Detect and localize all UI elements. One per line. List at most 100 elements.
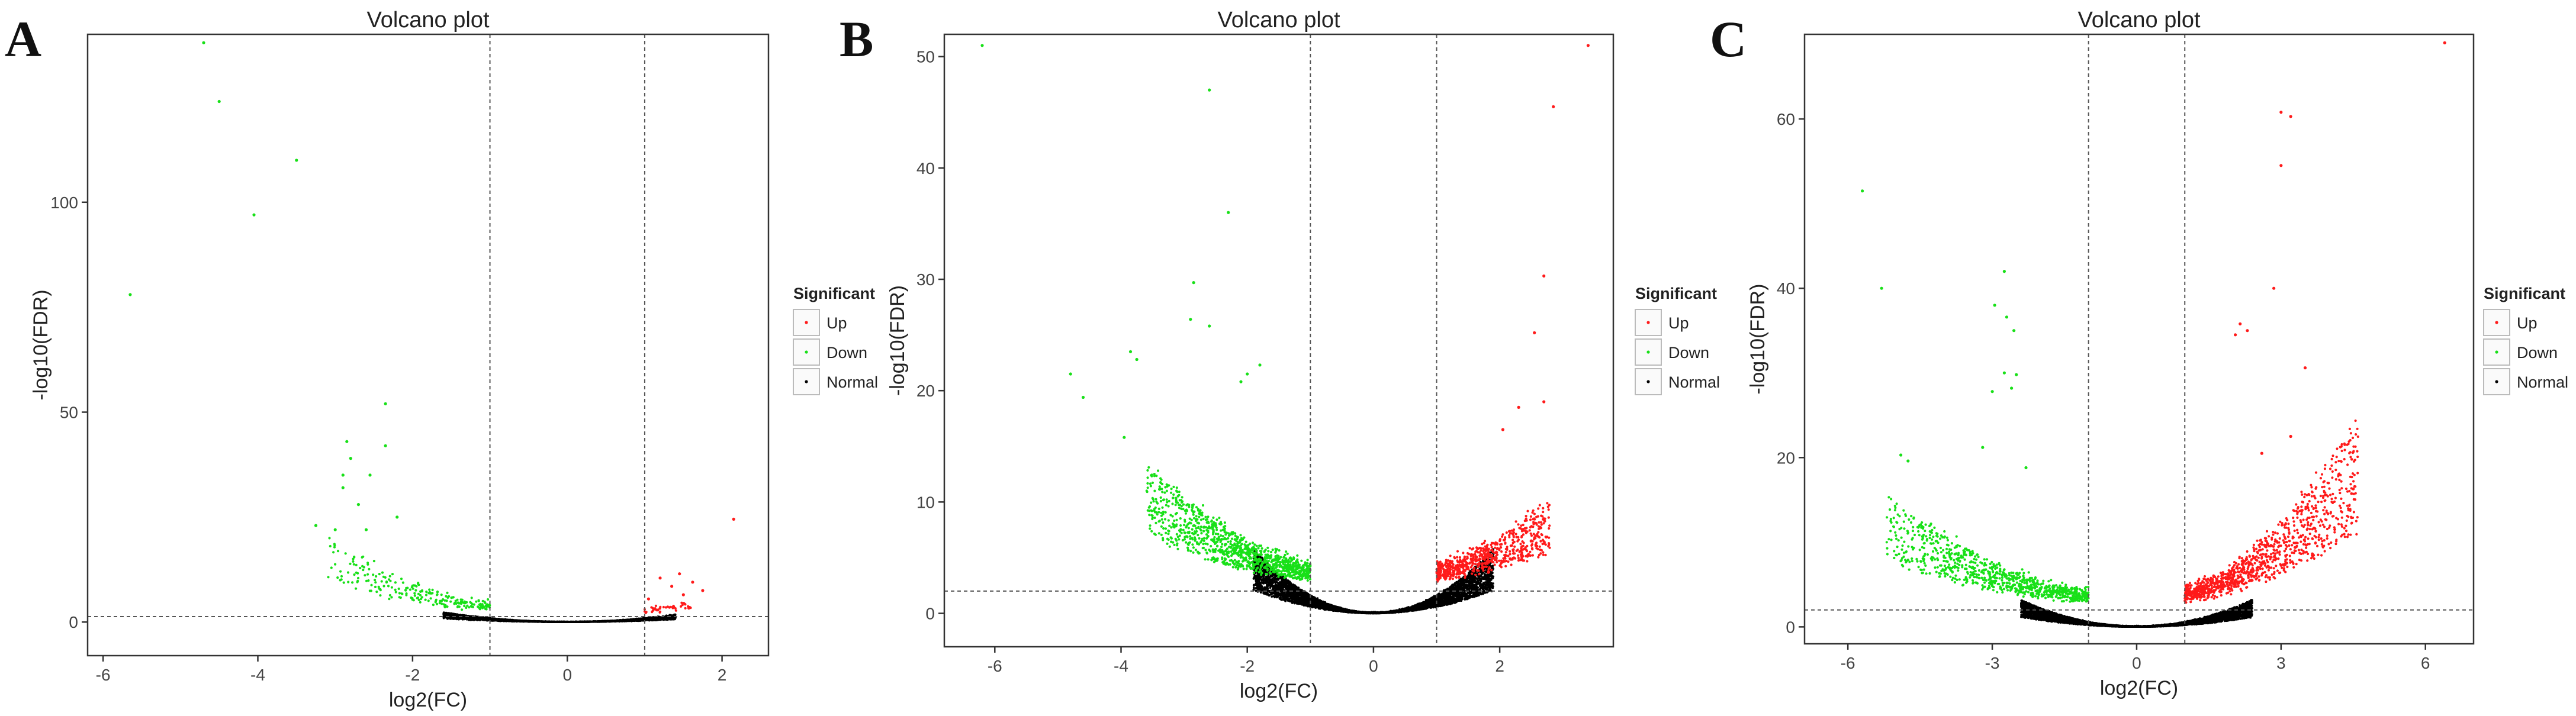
point-down <box>365 579 368 582</box>
point-normal <box>674 613 677 616</box>
point-down <box>217 99 221 104</box>
point-normal <box>457 618 460 621</box>
point-up <box>654 604 657 607</box>
point-up <box>668 606 671 609</box>
point-down <box>487 605 491 608</box>
point-down <box>352 557 355 560</box>
point-down <box>470 605 473 608</box>
points-layer <box>980 44 1590 615</box>
point-up <box>643 610 647 613</box>
point-normal <box>527 620 530 623</box>
x-axis-label: log2(FC) <box>389 689 467 711</box>
point-down <box>465 606 468 609</box>
point-up <box>652 608 655 611</box>
point-down <box>384 576 387 579</box>
point-down <box>405 586 408 589</box>
point-normal <box>461 617 464 619</box>
point-up <box>670 585 674 588</box>
point-down <box>385 580 388 583</box>
point-up <box>651 611 654 614</box>
point-down <box>480 605 483 608</box>
point-normal <box>616 619 618 622</box>
point-down <box>366 562 369 565</box>
point-down <box>314 524 318 527</box>
point-down <box>364 528 368 531</box>
point-down <box>461 598 464 601</box>
point-down <box>372 560 376 563</box>
point-down <box>445 599 448 602</box>
point-down <box>333 528 337 531</box>
point-down <box>351 581 354 584</box>
point-down <box>336 550 340 553</box>
point-down <box>428 591 432 594</box>
point-normal <box>636 618 639 620</box>
point-down <box>394 588 397 591</box>
point-down <box>333 543 336 546</box>
point-down <box>446 605 449 608</box>
point-down <box>417 583 420 586</box>
legend-normal-label: Normal <box>826 373 878 391</box>
point-down <box>380 580 383 583</box>
point-down <box>469 601 472 604</box>
point-down <box>374 581 377 584</box>
point-down <box>475 600 478 603</box>
point-down <box>404 589 407 592</box>
chart-title: Volcano plot <box>366 8 489 33</box>
point-normal <box>502 619 504 622</box>
point-up <box>701 589 705 592</box>
point-normal <box>523 620 526 623</box>
point-down <box>414 589 417 592</box>
point-down <box>330 566 333 569</box>
x-tick-label: -6 <box>96 666 111 684</box>
point-down <box>413 584 416 587</box>
point-up <box>681 593 685 596</box>
point-normal <box>493 618 496 621</box>
point-down <box>409 588 412 591</box>
point-down <box>359 566 362 570</box>
point-down <box>446 591 449 595</box>
point-down <box>449 600 452 603</box>
point-down <box>362 555 365 558</box>
point-down <box>341 473 345 477</box>
point-normal <box>545 620 548 623</box>
legend-down-label: Down <box>826 344 867 362</box>
point-normal <box>549 620 552 623</box>
point-down <box>128 293 132 296</box>
point-down <box>375 591 378 594</box>
point-down <box>368 567 371 570</box>
point-normal <box>512 619 515 622</box>
panel-label: A <box>5 11 41 67</box>
point-down <box>440 594 443 596</box>
point-normal <box>671 618 674 620</box>
point-down <box>328 537 331 540</box>
panel-label: B <box>840 11 873 67</box>
point-down <box>388 598 391 601</box>
point-up <box>674 609 677 612</box>
point-down <box>353 555 356 559</box>
point-down <box>356 576 360 580</box>
point-normal <box>637 620 639 623</box>
point-normal <box>594 620 597 623</box>
point-down <box>445 595 448 598</box>
point-normal <box>600 620 603 623</box>
point-normal <box>539 620 542 623</box>
point-down <box>372 573 375 576</box>
point-normal <box>446 617 449 620</box>
point-down <box>378 573 381 576</box>
point-normal <box>665 617 668 620</box>
point-down <box>391 573 394 576</box>
point-down <box>346 571 350 574</box>
point-down <box>327 576 330 579</box>
y-tick-label: 100 <box>50 193 78 212</box>
point-normal <box>464 617 467 620</box>
point-down <box>339 570 342 573</box>
point-down <box>417 592 420 595</box>
point-normal <box>580 620 582 623</box>
point-down <box>401 581 405 584</box>
point-normal <box>581 621 584 623</box>
point-up <box>687 605 690 608</box>
point-normal <box>500 620 503 623</box>
point-normal <box>658 618 661 621</box>
point-normal <box>590 620 593 623</box>
point-normal <box>609 620 612 623</box>
